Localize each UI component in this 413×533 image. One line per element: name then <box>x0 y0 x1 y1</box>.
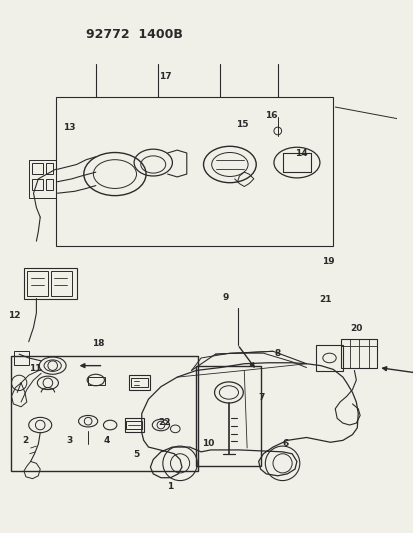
Text: 6: 6 <box>282 439 288 448</box>
Bar <box>51 271 72 296</box>
Bar <box>129 375 150 390</box>
Bar <box>31 163 43 174</box>
Text: 9: 9 <box>221 293 228 302</box>
Text: 4: 4 <box>104 435 110 445</box>
Text: 22: 22 <box>158 418 171 427</box>
Text: 13: 13 <box>63 123 76 132</box>
Text: 15: 15 <box>235 120 247 129</box>
Bar <box>46 163 52 174</box>
Text: 18: 18 <box>92 338 104 348</box>
Bar <box>31 179 43 190</box>
Bar <box>55 98 332 246</box>
Text: 5: 5 <box>133 450 140 459</box>
Bar <box>196 366 261 466</box>
Text: 2: 2 <box>23 435 29 445</box>
Text: 17: 17 <box>159 72 172 81</box>
Text: 8: 8 <box>274 349 280 358</box>
Bar <box>14 351 28 365</box>
Text: 19: 19 <box>321 257 334 266</box>
Bar <box>24 268 76 298</box>
Text: 20: 20 <box>350 324 362 333</box>
Text: 16: 16 <box>265 111 277 120</box>
Bar <box>88 377 105 385</box>
Bar <box>126 421 141 429</box>
Bar <box>46 179 52 190</box>
Text: 10: 10 <box>202 439 214 448</box>
Bar <box>316 344 342 372</box>
Text: 92772  1400B: 92772 1400B <box>86 28 183 42</box>
Text: 11: 11 <box>29 364 42 373</box>
Bar <box>131 378 148 387</box>
Bar <box>12 356 198 471</box>
Bar <box>124 418 143 432</box>
Text: 12: 12 <box>7 311 20 319</box>
Text: 21: 21 <box>318 295 331 304</box>
Text: 3: 3 <box>66 435 72 445</box>
Bar <box>340 339 377 368</box>
Text: 1: 1 <box>167 481 173 490</box>
Text: 7: 7 <box>258 393 264 402</box>
Text: 14: 14 <box>294 149 307 158</box>
Bar <box>27 271 48 296</box>
